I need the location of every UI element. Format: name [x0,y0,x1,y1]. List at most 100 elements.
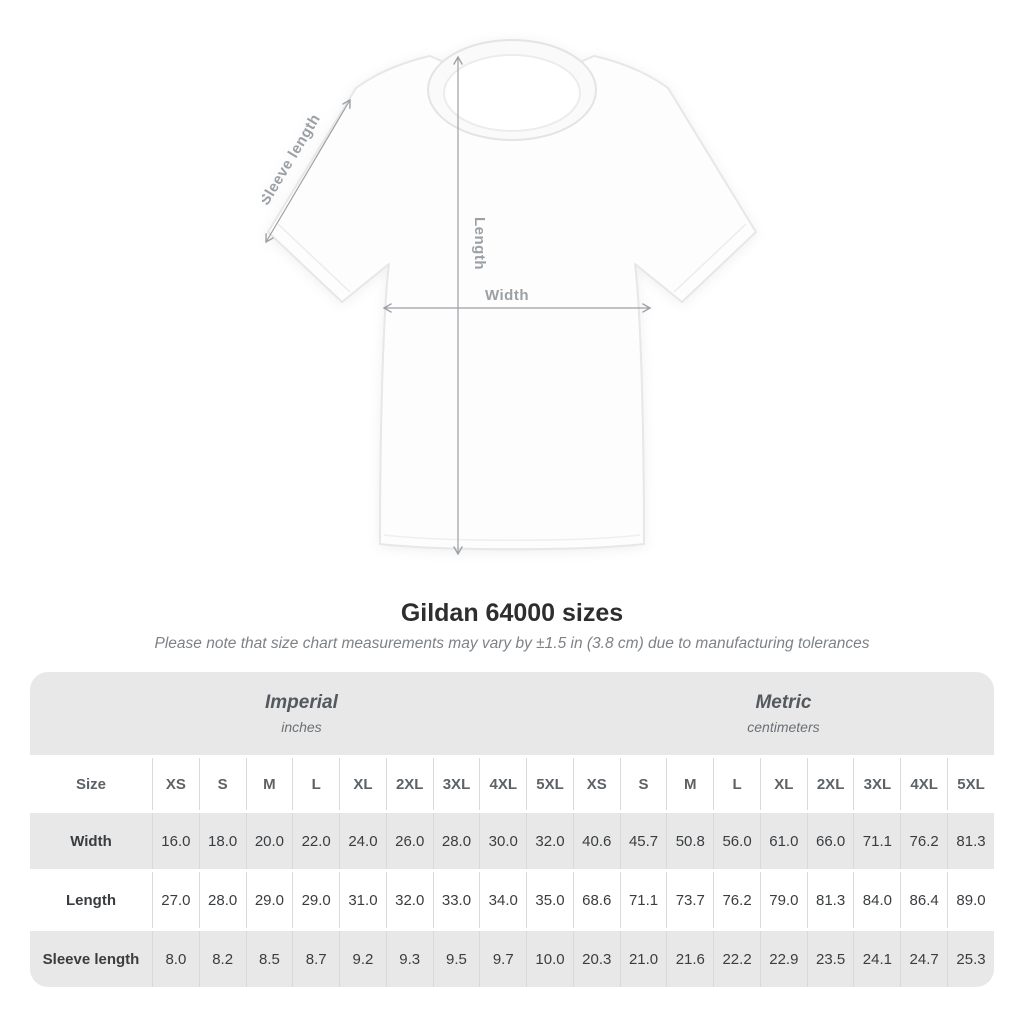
value-cell: 45.7 [619,813,667,869]
size-chart-table: Imperial inches Metric centimeters Size … [30,669,994,990]
size-row-label: Size [30,758,152,810]
value-cell: 22.9 [759,931,807,987]
value-cell: 84.0 [853,872,901,928]
value-cell: 76.2 [900,813,948,869]
tolerance-note: Please note that size chart measurements… [154,635,870,652]
imperial-section-header: Imperial inches [30,672,573,755]
value-cell: 22.2 [713,931,760,987]
size-cell: S [619,758,667,810]
size-cell: M [666,758,714,810]
value-cell: 21.0 [619,931,667,987]
tshirt-graphic: Length Width Sleeve length [256,39,757,556]
metric-unit: centimeters [747,719,820,735]
value-cell: 8.7 [292,931,340,987]
value-cell: 24.7 [900,931,948,987]
value-cell: 21.6 [666,931,714,987]
imperial-label: Imperial [265,692,338,713]
length-row: Length 27.0 28.0 29.0 29.0 31.0 32.0 33.… [30,872,994,928]
value-cell: 28.0 [198,872,246,928]
value-cell: 9.3 [385,931,433,987]
value-cell: 33.0 [432,872,480,928]
size-cell: XL [759,758,807,810]
value-cell: 20.0 [245,813,293,869]
value-cell: 9.5 [432,931,480,987]
value-cell: 23.5 [806,931,854,987]
value-cell: 89.0 [947,872,994,928]
width-row: Width 16.0 18.0 20.0 22.0 24.0 26.0 28.0… [30,813,994,869]
sleeve-length-row: Sleeve length 8.0 8.2 8.5 8.7 9.2 9.3 9.… [30,931,994,987]
sleeve-length-arrow [265,98,351,244]
value-cell: 29.0 [245,872,293,928]
value-cell: 79.0 [759,872,807,928]
size-cell: 4XL [479,758,527,810]
size-cell: 4XL [900,758,948,810]
size-cell: XS [152,758,199,810]
size-cell: 3XL [432,758,480,810]
value-cell: 10.0 [526,931,573,987]
width-label: Width [485,287,529,304]
tshirt-diagram: Length Width Sleeve length [256,12,762,572]
value-cell: 76.2 [713,872,760,928]
value-cell: 81.3 [806,872,854,928]
length-label: Length [471,217,488,270]
value-cell: 66.0 [806,813,854,869]
sleeve-row-label: Sleeve length [30,931,152,987]
value-cell: 24.1 [853,931,901,987]
value-cell: 86.4 [900,872,948,928]
value-cell: 32.0 [385,872,433,928]
value-cell: 20.3 [572,931,620,987]
value-cell: 40.6 [572,813,620,869]
value-cell: 9.7 [479,931,527,987]
value-cell: 28.0 [432,813,480,869]
size-cell: 5XL [947,758,994,810]
value-cell: 50.8 [666,813,714,869]
value-cell: 25.3 [947,931,994,987]
collar-inner [443,54,581,132]
value-cell: 30.0 [479,813,527,869]
right-cuff-seam [673,223,747,293]
imperial-unit: inches [281,719,322,735]
size-cell: L [292,758,340,810]
value-cell: 8.5 [245,931,293,987]
value-cell: 35.0 [526,872,573,928]
metric-label: Metric [755,692,812,713]
size-cell: L [713,758,760,810]
size-cell: S [198,758,246,810]
value-cell: 61.0 [759,813,807,869]
page-title: Gildan 64000 sizes [400,599,624,627]
value-cell: 71.1 [853,813,901,869]
length-row-label: Length [30,872,152,928]
width-row-label: Width [30,813,152,869]
value-cell: 16.0 [152,813,199,869]
size-cell: 2XL [806,758,854,810]
size-cell: XS [572,758,620,810]
tshirt-body [267,55,757,551]
value-cell: 81.3 [947,813,994,869]
value-cell: 29.0 [292,872,340,928]
size-cell: XL [339,758,386,810]
size-cell: 5XL [526,758,573,810]
size-cell: M [245,758,293,810]
value-cell: 73.7 [666,872,714,928]
size-cell: 2XL [385,758,433,810]
value-cell: 27.0 [152,872,199,928]
value-cell: 32.0 [526,813,573,869]
value-cell: 31.0 [339,872,386,928]
value-cell: 9.2 [339,931,386,987]
value-cell: 8.0 [152,931,199,987]
value-cell: 8.2 [198,931,246,987]
hem-seam [383,534,641,541]
value-cell: 24.0 [339,813,386,869]
value-cell: 56.0 [713,813,760,869]
value-cell: 68.6 [572,872,620,928]
value-cell: 26.0 [385,813,433,869]
metric-section-header: Metric centimeters [572,672,994,755]
value-cell: 18.0 [198,813,246,869]
size-cell: 3XL [853,758,901,810]
unit-header-row: Imperial inches Metric centimeters [30,672,994,755]
value-cell: 22.0 [292,813,340,869]
value-cell: 34.0 [479,872,527,928]
value-cell: 71.1 [619,872,667,928]
size-header-row: Size XS S M L XL 2XL 3XL 4XL 5XL XS S M … [30,758,994,810]
